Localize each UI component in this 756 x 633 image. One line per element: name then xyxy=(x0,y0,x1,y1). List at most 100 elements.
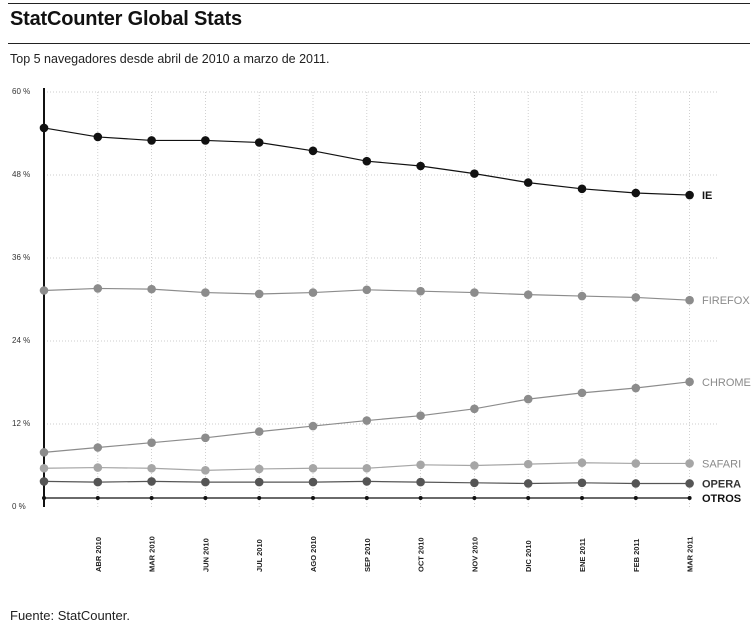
data-point-otros xyxy=(95,496,100,501)
series-label-ie: IE xyxy=(702,190,712,202)
data-point-safari xyxy=(631,459,641,468)
data-point-opera xyxy=(147,477,156,486)
title-rule xyxy=(8,43,750,44)
data-point-ie xyxy=(631,188,641,198)
source-note: Fuente: StatCounter. xyxy=(10,608,130,623)
data-point-opera xyxy=(308,477,318,487)
data-point-firefox xyxy=(631,293,641,302)
data-point-safari xyxy=(147,463,156,473)
data-point-chrome xyxy=(685,377,694,387)
data-point-ie xyxy=(470,169,479,178)
data-point-chrome xyxy=(93,443,103,452)
data-point-firefox xyxy=(147,284,156,294)
data-point-opera xyxy=(631,479,641,488)
x-tick-label: NOV 2010 xyxy=(470,537,479,572)
data-point-ie xyxy=(308,146,318,156)
data-point-chrome xyxy=(631,383,641,393)
data-point-firefox xyxy=(93,284,103,293)
data-point-chrome xyxy=(470,404,479,414)
data-point-otros xyxy=(311,496,315,501)
data-point-chrome xyxy=(254,427,264,436)
data-point-otros xyxy=(687,496,692,501)
data-point-safari xyxy=(416,460,425,470)
data-point-ie xyxy=(523,178,533,187)
data-point-firefox xyxy=(523,290,533,299)
data-point-firefox xyxy=(470,288,479,297)
data-point-otros xyxy=(149,496,154,501)
data-point-opera xyxy=(93,477,103,487)
data-point-ie xyxy=(39,123,49,133)
data-point-safari xyxy=(577,458,587,468)
data-point-safari xyxy=(39,463,49,473)
page-title: StatCounter Global Stats xyxy=(10,8,242,30)
y-tick-label: 24 % xyxy=(12,336,30,345)
data-point-ie xyxy=(147,136,156,145)
data-point-ie xyxy=(685,190,694,200)
data-point-chrome xyxy=(362,416,372,425)
data-point-otros xyxy=(364,496,369,501)
y-tick-label: 48 % xyxy=(12,170,30,179)
data-point-safari xyxy=(362,463,372,473)
data-point-opera xyxy=(362,477,372,486)
data-point-opera xyxy=(254,477,264,487)
data-point-ie xyxy=(416,161,425,171)
data-point-firefox xyxy=(39,286,49,295)
x-tick-label: OCT 2010 xyxy=(417,537,426,572)
x-tick-label: JUN 2010 xyxy=(201,538,210,572)
data-point-otros xyxy=(472,496,477,501)
data-point-firefox xyxy=(362,285,372,295)
y-tick-label: 12 % xyxy=(12,419,30,428)
data-point-firefox xyxy=(685,295,694,305)
x-tick-label: JUL 2010 xyxy=(255,539,264,572)
y-tick-label: 0 % xyxy=(12,502,26,511)
series-label-chrome: CHROME xyxy=(702,377,751,389)
data-point-firefox xyxy=(254,289,264,299)
data-point-chrome xyxy=(416,411,425,421)
data-point-chrome xyxy=(523,394,533,404)
data-point-ie xyxy=(201,136,210,145)
data-point-otros xyxy=(633,496,638,501)
data-point-safari xyxy=(201,466,210,475)
data-point-safari xyxy=(523,459,533,469)
data-point-opera xyxy=(416,477,425,487)
data-point-safari xyxy=(470,461,479,470)
data-point-otros xyxy=(203,496,208,501)
x-tick-label: MAR 2011 xyxy=(686,537,695,572)
data-point-opera xyxy=(470,478,479,488)
data-point-opera xyxy=(523,479,533,488)
data-point-otros xyxy=(257,496,262,501)
data-point-otros xyxy=(526,496,531,501)
y-tick-label: 60 % xyxy=(12,87,30,96)
data-point-chrome xyxy=(577,388,587,398)
data-point-safari xyxy=(254,464,264,474)
data-point-otros xyxy=(418,496,423,501)
series-label-firefox: FIREFOX xyxy=(702,295,750,307)
data-point-safari xyxy=(308,463,318,473)
data-point-otros xyxy=(580,496,584,501)
x-tick-label: FEB 2011 xyxy=(632,539,641,572)
x-tick-label: ABR 2010 xyxy=(94,537,103,572)
series-label-safari: SAFARI xyxy=(702,458,741,470)
data-point-ie xyxy=(362,156,372,166)
data-point-chrome xyxy=(39,448,49,457)
data-point-safari xyxy=(685,459,694,468)
data-point-chrome xyxy=(201,433,210,443)
data-point-opera xyxy=(201,477,210,487)
x-tick-label: MAR 2010 xyxy=(148,536,157,572)
data-point-ie xyxy=(254,138,264,147)
x-tick-label: SEP 2010 xyxy=(363,538,372,572)
data-point-safari xyxy=(93,463,103,472)
x-tick-label: AGO 2010 xyxy=(309,536,318,572)
data-point-opera xyxy=(39,477,49,486)
chart-subtitle: Top 5 navegadores desde abril de 2010 a … xyxy=(10,52,330,66)
x-tick-label: ENE 2011 xyxy=(578,538,587,572)
data-point-ie xyxy=(577,184,587,194)
data-point-opera xyxy=(685,479,694,488)
data-point-chrome xyxy=(308,421,318,431)
data-point-firefox xyxy=(308,288,318,297)
data-point-firefox xyxy=(416,286,425,296)
series-label-opera: OPERA xyxy=(702,478,741,490)
data-point-firefox xyxy=(577,291,587,301)
data-point-otros xyxy=(42,496,46,501)
